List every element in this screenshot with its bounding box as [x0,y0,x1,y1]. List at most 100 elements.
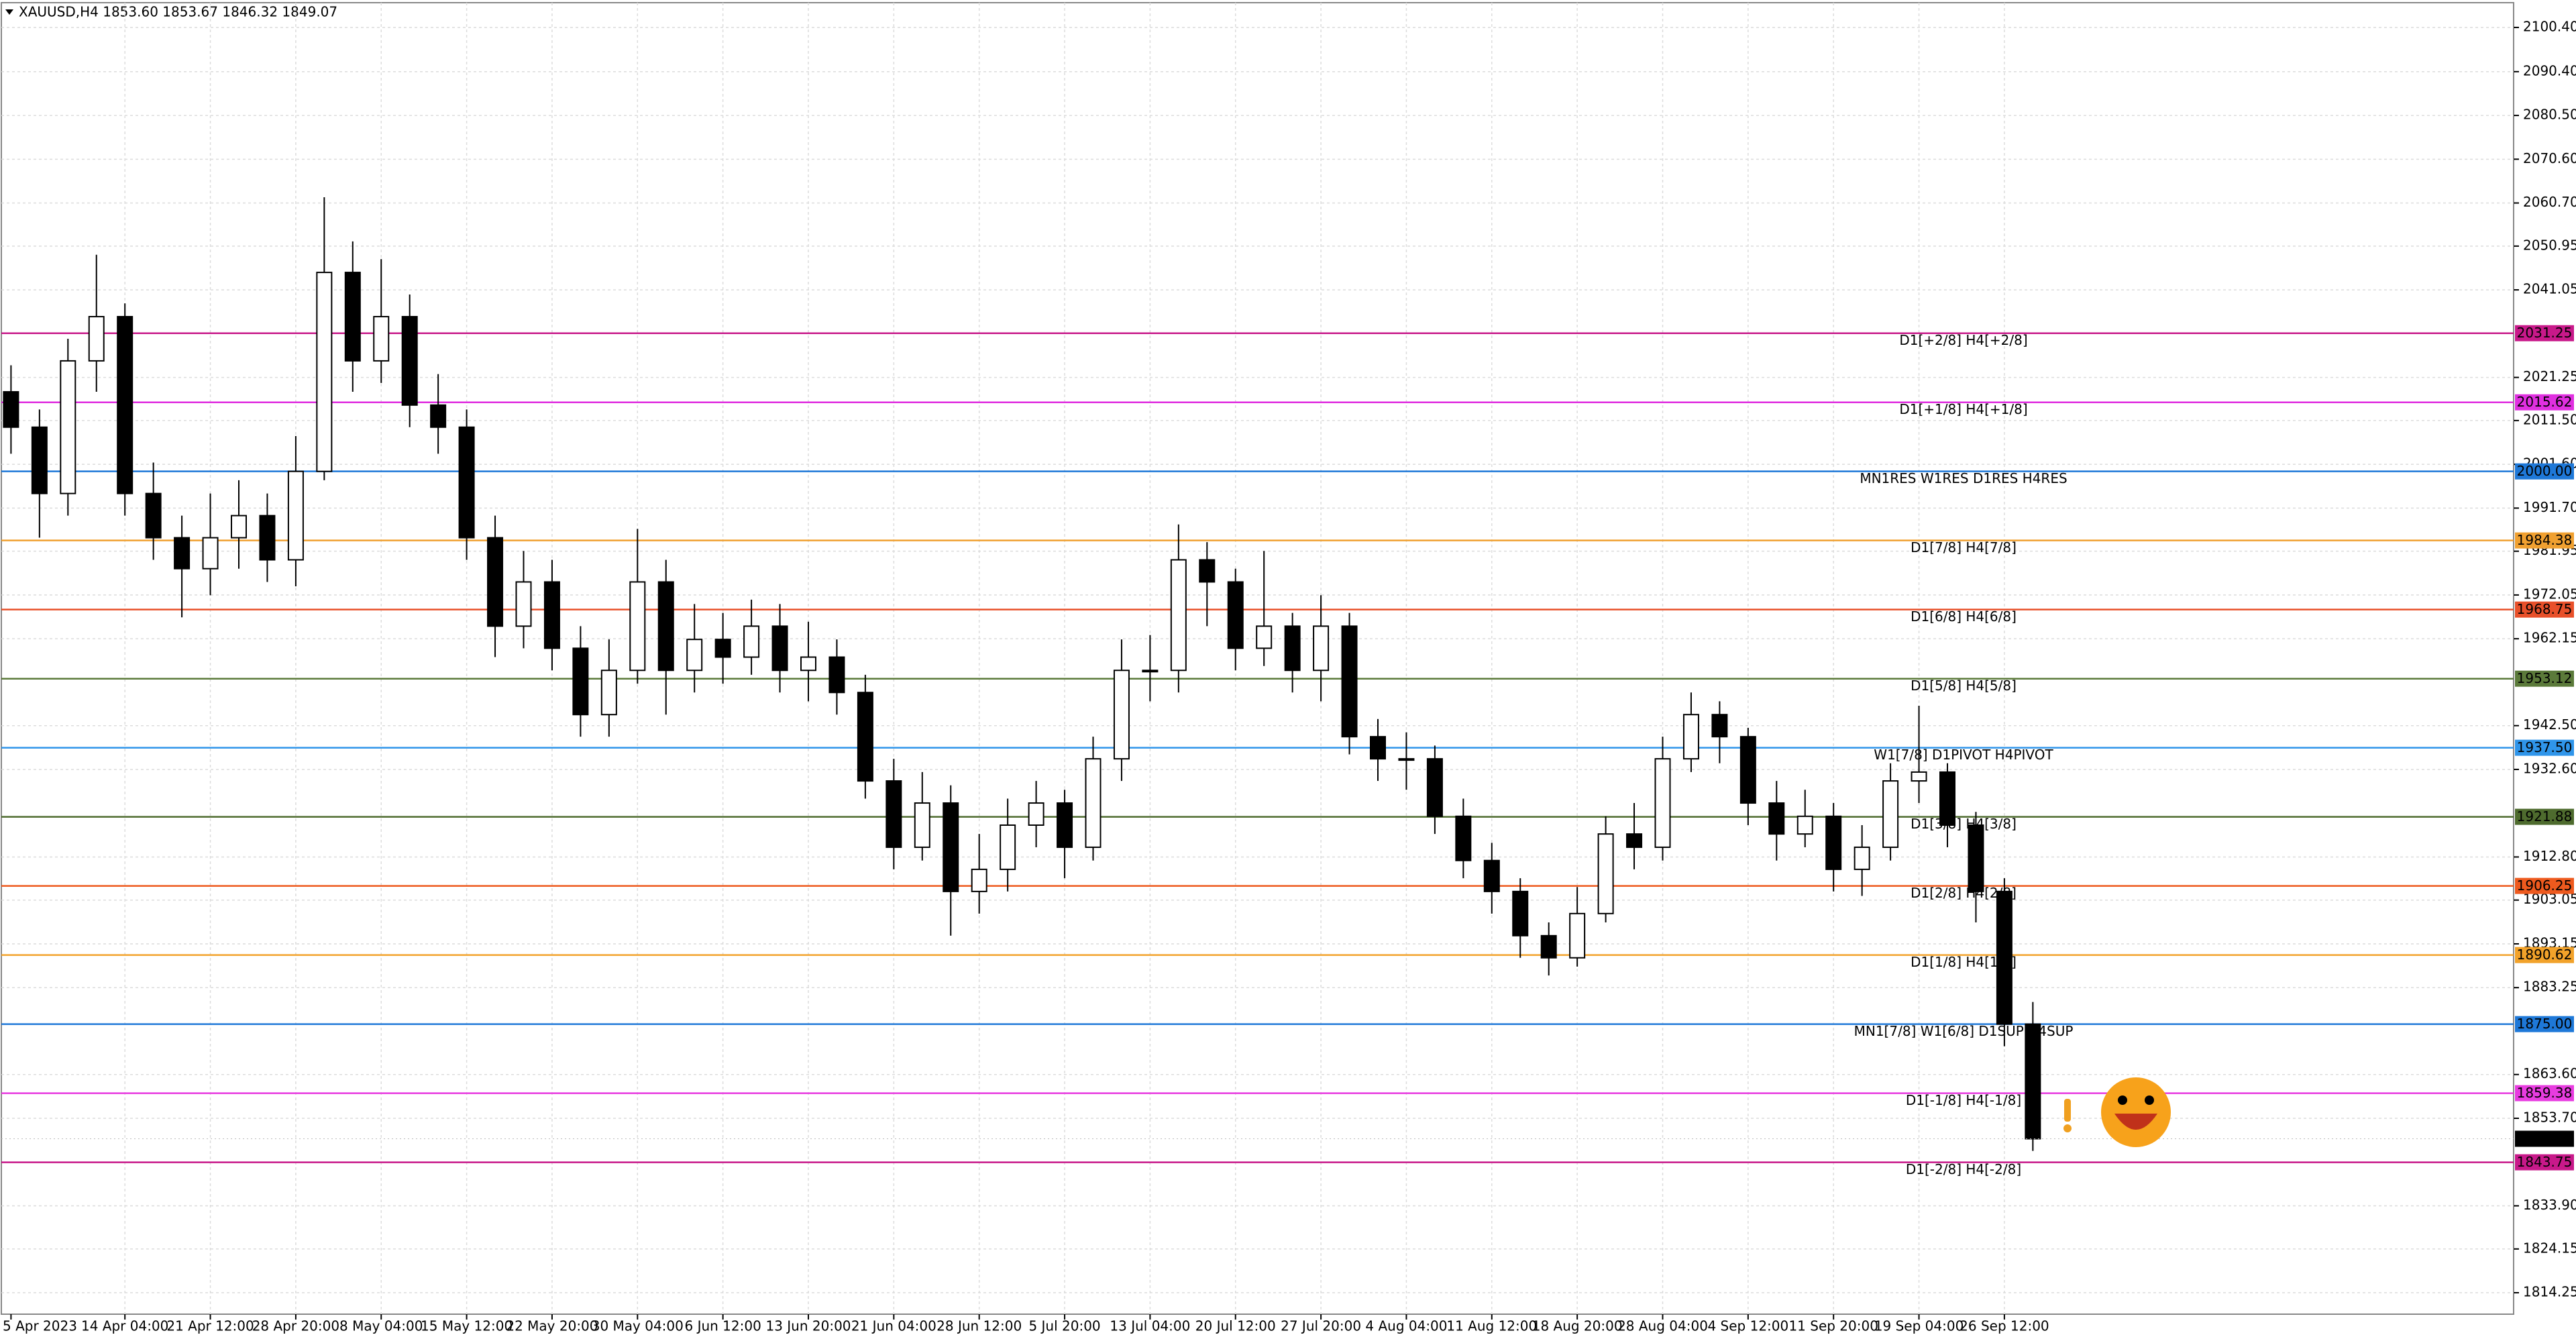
price-tag-label: 1906.25 [2517,877,2573,894]
y-tick-label: 2070.60 [2523,150,2576,166]
y-tick-label: 1932.60 [2523,760,2576,776]
candle-body [1682,714,1699,760]
candle-body [1199,559,1216,583]
level-label: D1[-2/8] H4[-2/8] [1906,1161,2021,1177]
x-tick-label: 4 Aug 04:00 [1365,1318,1447,1334]
level-label: W1[7/8] D1PIVOT H4PIVOT [1874,747,2053,763]
y-tick-label: 2050.95 [2523,237,2576,253]
candle-body [1483,859,1500,892]
candles [3,197,2041,1151]
candle-body [373,315,390,362]
levels: D1[+2/8] H4[+2/8] D1[+1/8] H4[+1/8] MN1RES… [1,332,2514,1177]
candle-body [287,470,304,561]
candle-body [231,515,247,539]
y-tick-label: 1991.70 [2523,499,2576,515]
x-tick-label: 21 Apr 12:00 [166,1318,254,1334]
candle-body [202,537,219,570]
candle-body [1540,934,1557,959]
candle-body [1000,824,1016,870]
price-tag [2515,394,2574,411]
candle-body [1142,670,1159,673]
y-tick-label: 1824.15 [2523,1240,2576,1256]
candle-body [117,315,133,494]
y-tick-label: 1972.05 [2523,586,2576,602]
y-tick-label: 2041.05 [2523,281,2576,297]
y-tick-label: 2100.40 [2523,18,2576,34]
grid [1,3,2514,1314]
candle-body [1170,559,1187,672]
price-tag-label: 1843.75 [2517,1154,2573,1170]
y-tick-label: 1833.90 [2523,1197,2576,1213]
candle-body [60,360,76,494]
candle-body [600,670,617,716]
axes: 2100.40 2090.40 2080.50 2070.60 2060.70 2050.… [1,18,2576,1334]
candle-body [145,492,162,539]
x-tick-label: 30 May 04:00 [592,1318,684,1334]
y-tick-label: 2090.40 [2523,62,2576,78]
y-tick-label: 2021.25 [2523,368,2576,384]
x-tick-label: 5 Apr 2023 [3,1318,77,1334]
smiley-icon[interactable] [2101,1077,2171,1147]
price-tag-label: 2000.00 [2517,463,2573,479]
candle-body [543,581,560,649]
candle-body [629,581,646,672]
price-tag [2515,877,2574,894]
x-tick-label: 4 Sep 12:00 [1707,1318,1788,1334]
price-tag [2515,1154,2574,1171]
candle-body [1711,714,1728,738]
candle-body [487,537,504,627]
x-tick-label: 6 Jun 12:00 [684,1318,761,1334]
candle-body [401,315,418,406]
candle-body [1796,815,1813,835]
candle-body [657,581,674,672]
x-tick-label: 5 Jul 20:00 [1028,1318,1100,1334]
x-tick-label: 11 Aug 12:00 [1446,1318,1537,1334]
candle-body [1113,670,1130,760]
candle-body [943,802,959,892]
candle-body [1654,758,1671,848]
y-tick-label: 2011.50 [2523,411,2576,427]
x-tick-label: 14 Apr 04:00 [81,1318,168,1334]
x-tick-label: 20 Jul 12:00 [1195,1318,1276,1334]
candle-body [1739,736,1756,804]
x-tick-label: 8 May 04:00 [339,1318,423,1334]
candle-body [914,802,930,848]
candle-body [1455,815,1472,861]
x-tick-label: 22 May 20:00 [506,1318,598,1334]
candle-body [1085,758,1102,848]
y-tick-label: 1962.15 [2523,630,2576,646]
candle-body [1768,802,1785,835]
y-tick-label: 1912.80 [2523,848,2576,864]
x-tick-label: 26 Sep 12:00 [1960,1318,2049,1334]
price-tag [2515,463,2574,480]
candle-body [316,272,333,472]
candle-body [828,656,845,694]
menu-arrow[interactable] [5,9,13,15]
candle-body [1939,771,1955,826]
y-tick-label: 1814.25 [2523,1284,2576,1300]
candle-body [1626,833,1643,848]
candle-body [857,692,873,782]
candle-body [458,426,475,539]
candle-body [1028,802,1044,826]
level-label: D1[5/8] H4[5/8] [1911,678,2017,694]
plot-frame [1,2,2514,1315]
candle-body [1968,824,1984,892]
candle-body [771,625,788,672]
level-label: D1[+1/8] H4[+1/8] [1899,401,2027,417]
candle-body [515,581,532,627]
price-tag [2515,1016,2574,1032]
level-label: D1[+2/8] H4[+2/8] [1899,332,2027,348]
candle-body [344,272,361,362]
candle-body [686,639,703,672]
candle-body [1341,625,1358,738]
y-tick-label: 1853.70 [2523,1110,2576,1126]
x-tick-label: 13 Jun 20:00 [765,1318,851,1334]
price-tag-label: 2031.25 [2517,325,2573,341]
x-tick-label: 13 Jul 04:00 [1110,1318,1190,1334]
candle-body [2025,1023,2041,1140]
y-tick-label: 1863.60 [2523,1065,2576,1081]
x-tick-label: 28 Jun 12:00 [936,1318,1022,1334]
candle-body [800,656,816,672]
